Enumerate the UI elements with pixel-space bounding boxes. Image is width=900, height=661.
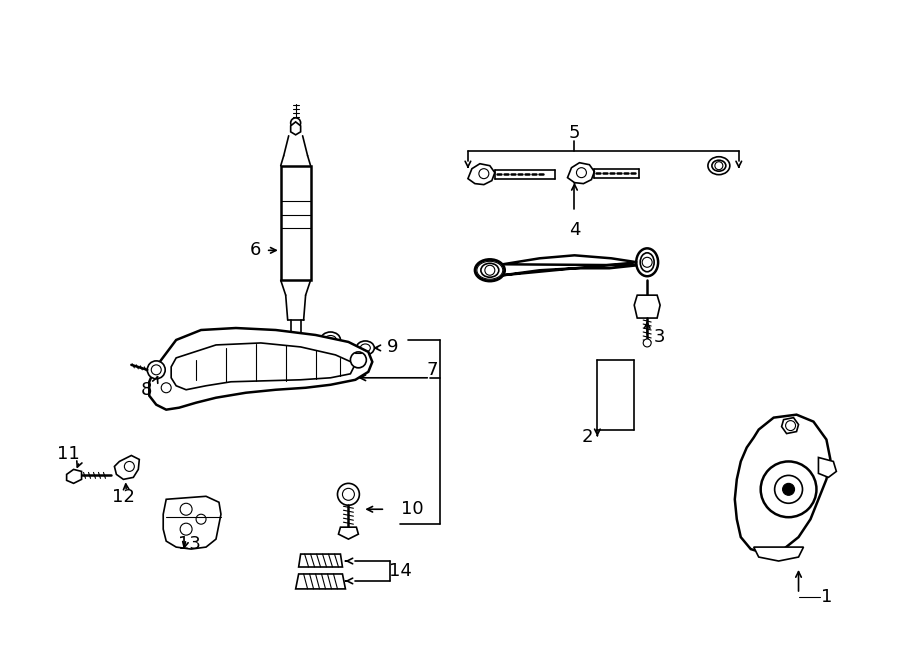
Ellipse shape bbox=[708, 157, 730, 175]
Text: 9: 9 bbox=[386, 338, 398, 356]
Text: 7: 7 bbox=[427, 361, 437, 379]
Text: 4: 4 bbox=[569, 221, 580, 239]
Circle shape bbox=[338, 483, 359, 505]
Polygon shape bbox=[503, 255, 637, 275]
Polygon shape bbox=[634, 295, 660, 318]
Ellipse shape bbox=[475, 259, 505, 281]
Polygon shape bbox=[468, 164, 495, 184]
Ellipse shape bbox=[636, 249, 658, 276]
Text: 12: 12 bbox=[112, 488, 135, 506]
Text: 13: 13 bbox=[177, 535, 201, 553]
Circle shape bbox=[760, 461, 816, 517]
Text: 5: 5 bbox=[569, 124, 580, 142]
Polygon shape bbox=[781, 418, 798, 434]
Polygon shape bbox=[281, 350, 310, 378]
Text: 6: 6 bbox=[250, 241, 262, 259]
Text: 8: 8 bbox=[140, 381, 152, 399]
Circle shape bbox=[148, 361, 166, 379]
Circle shape bbox=[783, 483, 795, 495]
Polygon shape bbox=[296, 574, 346, 589]
Circle shape bbox=[291, 118, 301, 128]
Polygon shape bbox=[818, 457, 836, 477]
Polygon shape bbox=[734, 414, 831, 554]
Text: 11: 11 bbox=[58, 446, 80, 463]
Polygon shape bbox=[171, 343, 356, 390]
Polygon shape bbox=[299, 554, 343, 567]
Polygon shape bbox=[114, 455, 140, 479]
Circle shape bbox=[350, 352, 366, 368]
Text: 3: 3 bbox=[653, 328, 665, 346]
Polygon shape bbox=[163, 496, 221, 549]
Polygon shape bbox=[338, 527, 358, 539]
Ellipse shape bbox=[320, 332, 340, 348]
Polygon shape bbox=[67, 469, 82, 483]
Ellipse shape bbox=[356, 341, 374, 355]
Polygon shape bbox=[281, 166, 310, 280]
Circle shape bbox=[644, 339, 652, 347]
Text: 14: 14 bbox=[389, 562, 411, 580]
Text: 1: 1 bbox=[821, 588, 833, 606]
Polygon shape bbox=[753, 547, 804, 561]
Text: 10: 10 bbox=[400, 500, 424, 518]
Polygon shape bbox=[149, 328, 373, 410]
Text: 2: 2 bbox=[581, 428, 593, 446]
Ellipse shape bbox=[152, 368, 180, 408]
Polygon shape bbox=[291, 122, 301, 135]
Polygon shape bbox=[568, 163, 594, 184]
